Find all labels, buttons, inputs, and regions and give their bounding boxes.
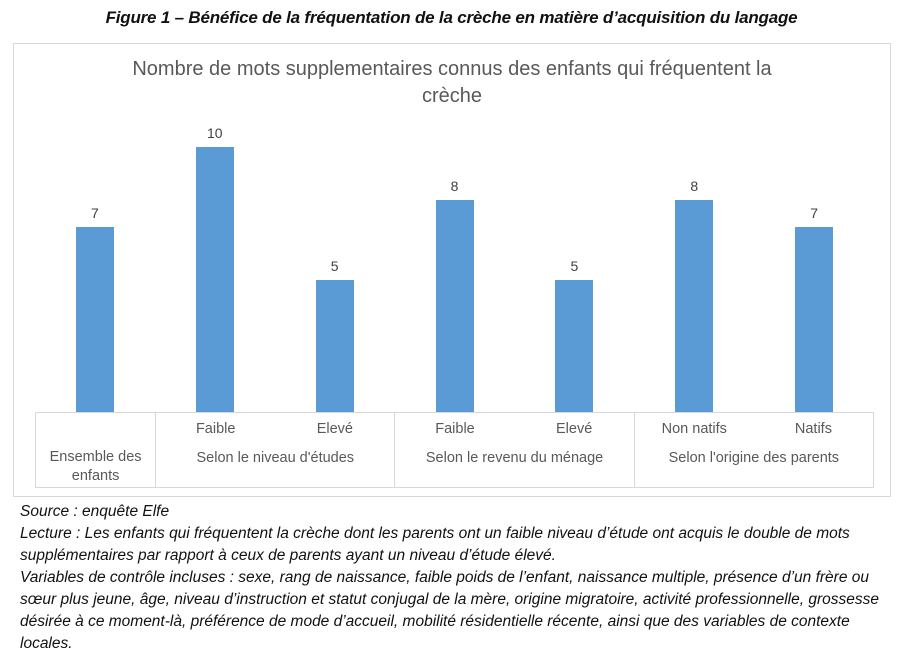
category-sublabel: [36, 421, 155, 445]
bar-value-label: 7: [810, 204, 818, 221]
bar-slot: 8: [634, 178, 754, 412]
category-sublabel-row: Faible Elevé: [156, 421, 394, 446]
category-group-label: Selon le revenu du ménage: [425, 450, 604, 466]
category-sublabel: Faible: [435, 421, 475, 437]
bar: [675, 200, 714, 412]
category-sublabel-row: Non natifs Natifs: [635, 421, 873, 446]
category-group: Ensemble des enfants: [36, 413, 155, 487]
bar: [555, 279, 594, 412]
variables-note: Variables de contrôle incluses : sexe, r…: [20, 569, 879, 652]
notes-block: Source : enquête Elfe Lecture : Les enfa…: [20, 501, 886, 654]
category-sublabel: Elevé: [316, 421, 353, 437]
category-group-label: Selon l'origine des parents: [668, 450, 840, 466]
category-sublabel: Elevé: [555, 421, 593, 437]
bar-value-label: 10: [207, 125, 223, 141]
chart-title: Nombre de mots supplementaires connus de…: [132, 58, 772, 107]
bar: [75, 226, 114, 412]
bar-value-label: 8: [690, 178, 699, 194]
bar-value-label: 8: [450, 178, 459, 194]
category-group-label: Ensemble des enfants: [49, 448, 142, 485]
bar: [195, 147, 234, 412]
bar: [795, 226, 834, 412]
bar-slot: 10: [155, 125, 275, 412]
source-note: Source : enquête Elfe: [20, 503, 170, 520]
category-sublabel-row: Faible Elevé: [395, 421, 633, 446]
category-sublabel: Faible: [195, 421, 236, 437]
figure-title: Figure 1 – Bénéfice de la fréquentation …: [105, 8, 798, 27]
plot-area: 7 10 5 8 5 8 7: [35, 44, 874, 412]
bar-slot: 5: [275, 257, 395, 412]
category-sublabel: Natifs: [794, 421, 832, 437]
category-sublabel: Non natifs: [661, 421, 727, 437]
bar-slot: 8: [395, 178, 515, 412]
bar-chart: Nombre de mots supplementaires connus de…: [13, 43, 891, 497]
bar-value-label: 5: [330, 257, 339, 274]
category-axis: Ensemble des enfants Faible Elevé Selon le …: [35, 412, 874, 488]
category-group-label: Selon le niveau d'études: [196, 450, 355, 466]
category-group: Faible Elevé Selon le revenu du ménage: [394, 413, 633, 487]
bar-slot: 7: [754, 204, 874, 412]
lecture-note: Lecture : Les enfants qui fréquentent la…: [20, 525, 850, 564]
bar-value-label: 5: [570, 257, 579, 274]
bar: [435, 200, 474, 412]
category-group: Faible Elevé Selon le niveau d'études: [155, 413, 394, 487]
bar-value-label: 7: [91, 204, 99, 221]
category-group: Non natifs Natifs Selon l'origine des pare…: [633, 413, 873, 487]
category-sublabel-row: [36, 421, 155, 445]
bar-slot: 5: [514, 257, 634, 412]
bar: [315, 279, 354, 412]
bar-slot: 7: [35, 204, 155, 412]
